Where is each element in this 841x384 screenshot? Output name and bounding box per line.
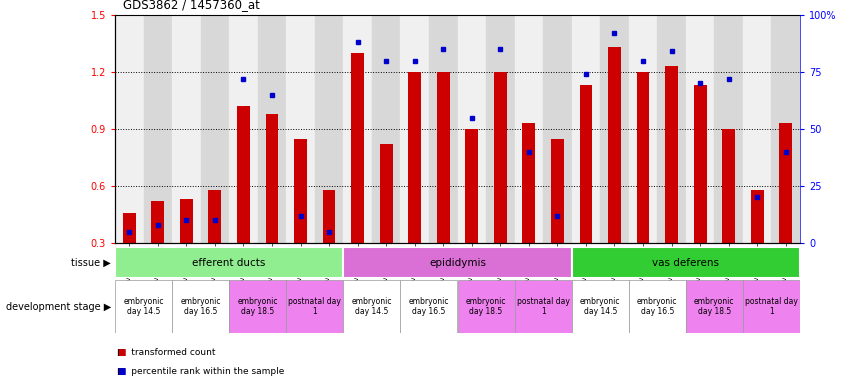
Bar [694,85,706,243]
Bar [343,15,372,243]
Text: vas deferens: vas deferens [653,258,719,268]
Bar [572,247,800,278]
Bar [629,15,658,243]
Bar [465,129,479,243]
Text: embryonic
day 18.5: embryonic day 18.5 [237,297,278,316]
Bar [229,15,257,243]
Text: embryonic
day 18.5: embryonic day 18.5 [466,297,506,316]
Bar [294,139,307,243]
Bar [780,123,792,243]
Bar [286,280,343,333]
Bar [151,201,164,243]
Text: postnatal day
1: postnatal day 1 [288,297,341,316]
Bar [486,15,515,243]
Bar [458,15,486,243]
Bar [685,280,743,333]
Bar [237,106,250,243]
Text: embryonic
day 14.5: embryonic day 14.5 [124,297,164,316]
Text: tissue ▶: tissue ▶ [71,258,111,268]
Bar [115,15,144,243]
Bar [343,247,572,278]
Bar [286,15,315,243]
Bar [743,280,800,333]
Text: efferent ducts: efferent ducts [193,258,266,268]
Bar [180,199,193,243]
Bar [522,123,535,243]
Text: ■  percentile rank within the sample: ■ percentile rank within the sample [117,367,284,376]
Bar [515,280,572,333]
Bar [201,15,229,243]
Bar [458,280,515,333]
Bar [743,15,771,243]
Bar [400,280,458,333]
Text: embryonic
day 16.5: embryonic day 16.5 [180,297,221,316]
Bar [323,190,336,243]
Bar [115,280,172,333]
Bar [429,15,458,243]
Bar [665,66,678,243]
Bar [352,53,364,243]
Bar [714,15,743,243]
Text: embryonic
day 14.5: embryonic day 14.5 [352,297,392,316]
Bar [380,144,393,243]
Bar [685,15,714,243]
Text: epididymis: epididymis [429,258,486,268]
Bar [436,72,450,243]
Text: postnatal day
1: postnatal day 1 [745,297,798,316]
Bar [751,190,764,243]
Bar [343,280,400,333]
Bar [543,15,572,243]
Bar [551,139,563,243]
Bar [572,15,600,243]
Bar [637,72,649,243]
Bar [315,15,343,243]
Bar [572,280,629,333]
Text: embryonic
day 18.5: embryonic day 18.5 [694,297,735,316]
Bar [257,15,286,243]
Bar [608,47,621,243]
Text: ■: ■ [117,367,125,376]
Bar [115,247,343,278]
Text: development stage ▶: development stage ▶ [6,301,111,311]
Bar [658,15,685,243]
Bar [579,85,592,243]
Text: embryonic
day 16.5: embryonic day 16.5 [637,297,678,316]
Text: embryonic
day 16.5: embryonic day 16.5 [409,297,449,316]
Text: ■  transformed count: ■ transformed count [117,348,215,357]
Bar [408,72,421,243]
Bar [629,280,685,333]
Bar [372,15,400,243]
Bar [515,15,543,243]
Text: postnatal day
1: postnatal day 1 [516,297,569,316]
Bar [266,114,278,243]
Text: ■: ■ [117,348,125,357]
Text: GDS3862 / 1457360_at: GDS3862 / 1457360_at [124,0,260,11]
Bar [172,15,201,243]
Bar [400,15,429,243]
Text: embryonic
day 14.5: embryonic day 14.5 [580,297,621,316]
Bar [722,129,735,243]
Bar [172,280,229,333]
Bar [144,15,172,243]
Bar [494,72,507,243]
Bar [600,15,629,243]
Bar [123,213,135,243]
Bar [209,190,221,243]
Bar [771,15,800,243]
Bar [229,280,286,333]
